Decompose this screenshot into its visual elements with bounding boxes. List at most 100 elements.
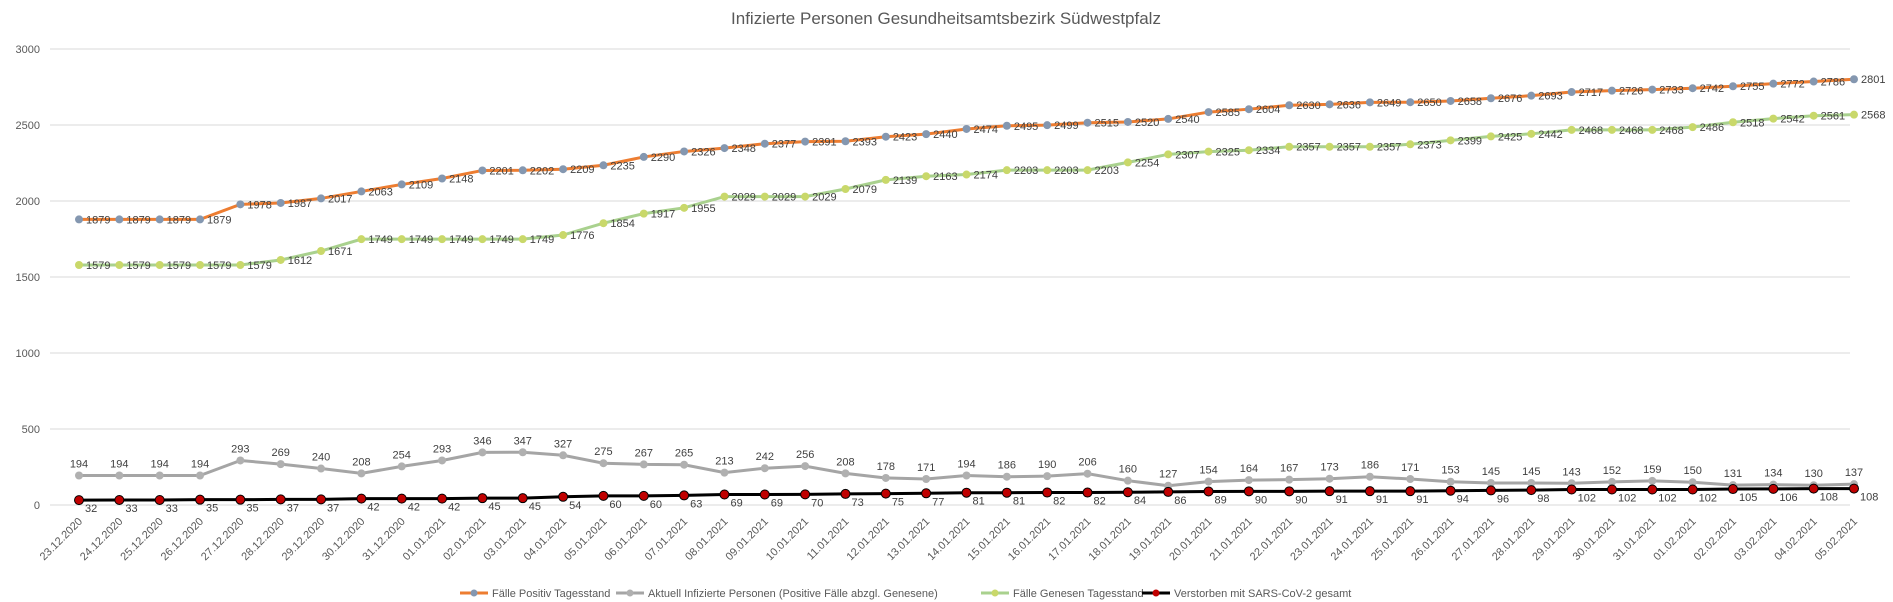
data-label: 2515 [1095, 118, 1119, 130]
x-tick-label: 06.01.2021 [602, 516, 649, 563]
data-point [760, 464, 769, 473]
data-point [1406, 98, 1415, 107]
data-label: 102 [1699, 492, 1717, 504]
series-0: 1879 1879 1879 1879 1978 1987 2017 2063 2109 2148… [75, 74, 1885, 226]
data-label: 160 [1119, 464, 1137, 476]
x-tick-label: 25.12.2020 [118, 516, 165, 563]
data-label: 1776 [570, 230, 594, 242]
data-label: 1749 [489, 234, 513, 246]
y-tick-label: 1000 [16, 348, 40, 360]
x-tick-label: 27.12.2020 [199, 516, 246, 563]
data-point [1527, 478, 1536, 487]
data-label: 2742 [1700, 83, 1724, 95]
data-label: 2391 [812, 137, 836, 149]
data-label: 137 [1845, 467, 1863, 479]
data-point [1243, 486, 1254, 497]
data-label: 186 [998, 460, 1016, 472]
legend-item: Fälle Genesen Tagesstand [981, 588, 1144, 600]
data-point [1485, 485, 1496, 496]
data-label: 2650 [1417, 97, 1441, 109]
data-label: 130 [1804, 468, 1822, 480]
data-point [114, 494, 125, 505]
x-tick-label: 13.01.2021 [885, 516, 932, 563]
data-label: 108 [1860, 492, 1878, 504]
data-label: 2423 [893, 132, 917, 144]
data-point [1083, 118, 1092, 127]
data-point [559, 165, 568, 174]
data-point [881, 175, 890, 184]
data-label: 2334 [1256, 145, 1280, 157]
data-point [1405, 486, 1416, 497]
legend-marker [991, 589, 999, 597]
legend-label: Fälle Positiv Tagesstand [492, 588, 610, 600]
data-point [1244, 105, 1253, 114]
data-label: 167 [1280, 463, 1298, 475]
x-tick-label: 05.01.2021 [562, 516, 609, 563]
data-label: 145 [1482, 466, 1500, 478]
data-point [1325, 100, 1334, 109]
data-label: 2733 [1659, 85, 1683, 97]
data-point [1808, 483, 1819, 494]
chart-title: Infizierte Personen Gesundheitsamtsbezir… [731, 9, 1161, 28]
data-point [155, 260, 164, 269]
data-point [881, 473, 890, 482]
x-tick-label: 22.01.2021 [1248, 516, 1295, 563]
data-label: 242 [756, 451, 774, 463]
data-label: 171 [1401, 462, 1419, 474]
data-label: 2755 [1740, 81, 1764, 93]
data-point [196, 471, 205, 480]
data-point [1769, 79, 1778, 88]
data-point [316, 494, 327, 505]
x-tick-label: 02.02.2021 [1692, 516, 1739, 563]
data-label: 1879 [167, 214, 191, 226]
data-point [1809, 111, 1818, 120]
data-label: 2254 [1135, 157, 1159, 169]
data-label: 35 [206, 503, 218, 515]
data-label: 2017 [328, 193, 352, 205]
y-tick-label: 3000 [16, 44, 40, 56]
data-point [1446, 136, 1455, 145]
data-point [1567, 88, 1576, 97]
data-label: 150 [1683, 465, 1701, 477]
data-point [1728, 82, 1737, 91]
data-point [75, 260, 83, 269]
series-group: 1879 1879 1879 1879 1978 1987 2017 2063 2109 2148… [70, 74, 1886, 515]
data-point [1123, 476, 1132, 485]
x-tick-label: 04.02.2021 [1772, 516, 1819, 563]
data-label: 2801 [1861, 74, 1885, 86]
data-label: 77 [932, 496, 944, 508]
data-point [276, 198, 285, 207]
data-label: 190 [1038, 459, 1056, 471]
data-label: 2373 [1417, 139, 1441, 151]
data-label: 347 [514, 435, 532, 447]
x-tick-label: 01.02.2021 [1651, 516, 1698, 563]
data-label: 208 [352, 456, 370, 468]
data-point [1769, 114, 1778, 123]
data-label: 194 [110, 459, 128, 471]
data-point [1647, 484, 1658, 495]
data-label: 2209 [570, 164, 594, 176]
data-label: 2693 [1538, 91, 1562, 103]
data-label: 102 [1618, 492, 1636, 504]
data-label: 134 [1764, 468, 1782, 480]
data-label: 2377 [772, 139, 796, 151]
data-label: 91 [1416, 494, 1428, 506]
gridlines [50, 48, 1850, 506]
data-point [75, 215, 83, 224]
data-label: 82 [1053, 496, 1065, 508]
data-label: 91 [1376, 494, 1388, 506]
data-point [357, 187, 366, 196]
data-point [801, 192, 810, 201]
data-label: 2235 [610, 160, 634, 172]
data-label: 2495 [1014, 121, 1038, 133]
data-label: 269 [272, 447, 290, 459]
data-point [1648, 476, 1657, 485]
data-point [1809, 77, 1818, 86]
data-label: 60 [650, 499, 662, 511]
data-point [154, 494, 165, 505]
data-label: 42 [408, 502, 420, 514]
data-label: 293 [231, 443, 249, 455]
data-point [196, 215, 205, 224]
data-label: 2468 [1579, 125, 1603, 137]
